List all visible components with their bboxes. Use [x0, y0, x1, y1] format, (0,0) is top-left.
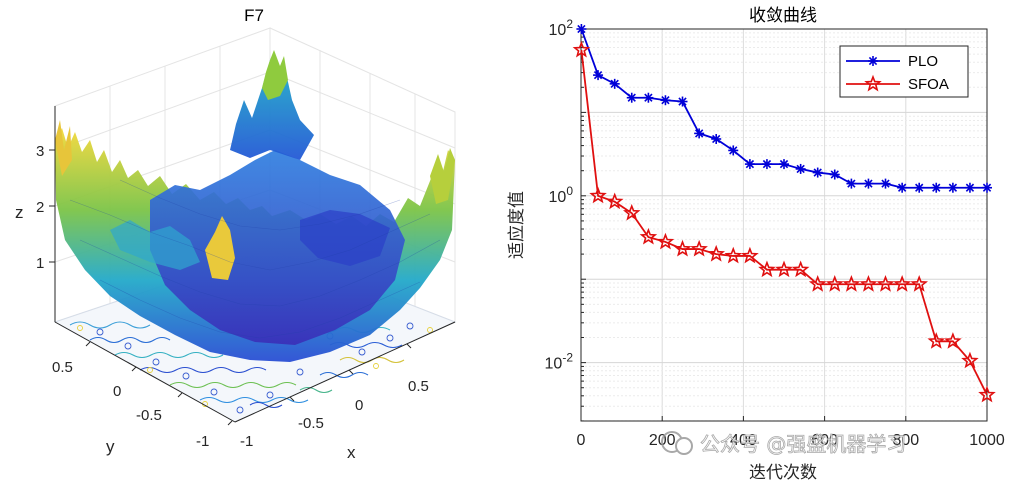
- data-point-plo: [897, 182, 908, 193]
- y-tick-0: 0: [113, 383, 121, 400]
- data-point-plo: [931, 182, 942, 193]
- chart-y-axis-label: 适应度值: [507, 191, 527, 259]
- legend-marker-sfoa: [864, 74, 882, 92]
- data-point-sfoa: [690, 239, 708, 257]
- legend-marker-plo: [868, 56, 878, 66]
- x-tick-label: 600: [811, 432, 838, 449]
- data-point-plo: [761, 159, 772, 170]
- data-point-plo: [982, 182, 992, 193]
- x-tick-label: 0: [577, 432, 586, 449]
- data-point-sfoa: [707, 244, 725, 262]
- series-line-sfoa: [580, 49, 988, 396]
- data-point-plo: [947, 182, 958, 193]
- data-point-sfoa: [589, 186, 607, 204]
- y-axis-label: y: [106, 437, 115, 456]
- legend: PLO SFOA: [839, 45, 969, 98]
- data-point-plo: [779, 159, 789, 170]
- y-tick-neg-0-5: -0.5: [136, 407, 162, 424]
- data-point-plo: [863, 178, 874, 189]
- data-point-plo: [795, 163, 806, 174]
- data-point-plo: [576, 24, 587, 34]
- data-point-sfoa: [808, 275, 827, 292]
- data-point-plo: [880, 178, 891, 189]
- data-point-plo: [914, 182, 925, 193]
- data-point-plo: [744, 159, 755, 170]
- x-tick-0-5: 0.5: [408, 378, 429, 395]
- y-tick-0-5: 0.5: [52, 359, 73, 376]
- data-point-sfoa: [775, 260, 793, 278]
- x-tick-label: 400: [730, 432, 757, 449]
- data-point-sfoa: [622, 203, 641, 221]
- data-point-sfoa: [961, 351, 979, 369]
- data-point-sfoa: [876, 275, 895, 292]
- data-point-sfoa: [978, 385, 996, 403]
- data-point-sfoa: [656, 232, 675, 250]
- x-tick-label: 800: [892, 432, 919, 449]
- chart-series: [572, 24, 996, 403]
- z-tick-3: 3: [36, 143, 44, 160]
- data-point-plo: [812, 167, 823, 178]
- data-point-sfoa: [741, 246, 759, 264]
- y-tick-label: 100: [549, 184, 574, 206]
- z-tick-1: 1: [36, 255, 44, 272]
- data-point-sfoa: [825, 275, 844, 292]
- data-point-plo: [964, 182, 975, 193]
- data-point-plo: [694, 128, 705, 139]
- data-point-plo: [609, 78, 620, 89]
- surface: [55, 50, 455, 362]
- y-tick-label: 10-2: [545, 351, 574, 373]
- left-plot-title: F7: [244, 6, 264, 25]
- data-point-plo: [829, 169, 840, 180]
- data-point-plo: [626, 92, 637, 103]
- data-point-plo: [660, 95, 671, 106]
- data-point-sfoa: [758, 260, 776, 278]
- data-point-sfoa: [673, 239, 692, 257]
- data-point-sfoa: [791, 260, 810, 278]
- x-tick-neg-0-5: -0.5: [298, 415, 324, 432]
- data-point-plo: [677, 96, 688, 107]
- data-point-sfoa: [944, 332, 962, 349]
- data-point-sfoa: [927, 332, 946, 349]
- y-tick-neg-1: -1: [196, 433, 209, 450]
- legend-box: [839, 45, 969, 98]
- data-point-sfoa: [910, 275, 928, 292]
- x-tick-neg-1: -1: [240, 433, 253, 450]
- z-tick-2: 2: [36, 199, 44, 216]
- data-point-sfoa: [724, 246, 743, 264]
- data-point-plo: [593, 70, 604, 81]
- watermark-text: 公众号 @强盛机器学习: [700, 432, 906, 456]
- data-point-sfoa: [572, 40, 591, 58]
- data-point-sfoa: [605, 192, 624, 210]
- data-point-sfoa: [842, 275, 861, 292]
- z-axis-label: z: [15, 203, 24, 222]
- axes-3d: [49, 106, 456, 426]
- data-point-sfoa: [859, 275, 878, 292]
- x-tick-0: 0: [355, 397, 363, 414]
- data-point-plo: [846, 178, 857, 189]
- data-point-plo: [711, 133, 722, 144]
- watermark: 公众号 @强盛机器学习: [661, 431, 907, 456]
- plot-area: [580, 28, 988, 422]
- data-point-plo: [728, 145, 739, 156]
- data-point-plo: [643, 92, 654, 103]
- chart-x-axis-label: 迭代次数: [749, 463, 817, 481]
- legend-label-sfoa: SFOA: [908, 76, 949, 93]
- legend-label-plo: PLO: [908, 53, 938, 70]
- data-point-sfoa: [639, 227, 658, 245]
- y-tick-label: 102: [549, 17, 574, 39]
- surface-plot-3d: F7 1 2 3 z 0.5 0 -0.5 -1 y -1 -0.5 0 0.5…: [15, 6, 457, 462]
- x-axis-label: x: [347, 443, 356, 462]
- data-point-sfoa: [893, 275, 911, 292]
- x-tick-label: 1000: [969, 432, 1005, 449]
- chart-title: 收敛曲线: [749, 6, 817, 26]
